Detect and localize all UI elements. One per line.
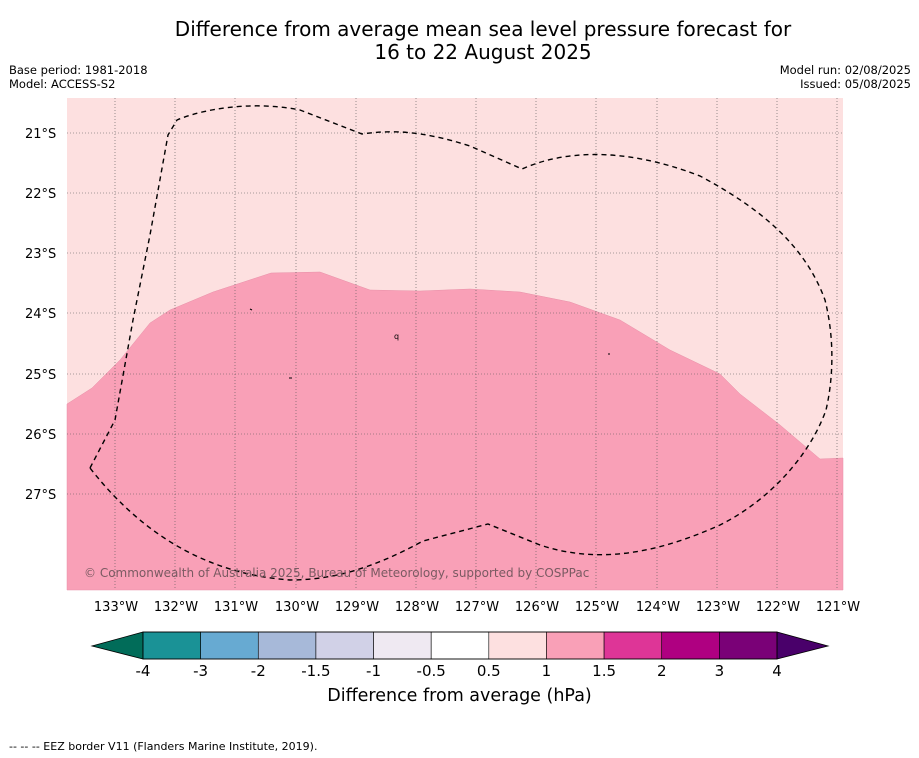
map-mark-label: q bbox=[394, 332, 399, 341]
title-line-1: Difference from average mean sea level p… bbox=[174, 17, 792, 41]
meta-left: Base period: 1981-2018 Model: ACCESS-S2 bbox=[9, 63, 148, 91]
chart-title: Difference from average mean sea level p… bbox=[0, 18, 919, 64]
lat-label: 26°S bbox=[25, 428, 56, 443]
lon-label: 128°W bbox=[395, 600, 439, 615]
colorbar-tick-label: -4 bbox=[136, 662, 151, 680]
base-period: Base period: 1981-2018 bbox=[9, 63, 148, 77]
colorbar-segment bbox=[546, 631, 605, 660]
colorbar-tick-label: -0.5 bbox=[417, 662, 446, 680]
colorbar-segment bbox=[373, 631, 432, 660]
lat-label: 22°S bbox=[25, 187, 56, 202]
colorbar-title: Difference from average (hPa) bbox=[327, 686, 592, 706]
colorbar-segment bbox=[488, 631, 547, 660]
colorbar-over-arrow bbox=[776, 631, 830, 660]
model-name: Model: ACCESS-S2 bbox=[9, 77, 116, 91]
lon-label: 130°W bbox=[275, 600, 319, 615]
colorbar-segment bbox=[257, 631, 317, 660]
colorbar-under-arrow bbox=[90, 631, 144, 660]
colorbar-frame bbox=[142, 631, 778, 660]
lat-label: 27°S bbox=[25, 488, 56, 503]
colorbar-tick-label: 3 bbox=[715, 662, 725, 680]
colorbar-segment bbox=[430, 631, 490, 660]
lon-label: 122°W bbox=[756, 600, 800, 615]
longitude-labels: 133°W 132°W 131°W 130°W 129°W 128°W 127°… bbox=[94, 600, 860, 615]
model-run: Model run: 02/08/2025 bbox=[779, 63, 911, 77]
title-line-2: 16 to 22 August 2025 bbox=[374, 40, 592, 64]
colorbar-tick-label: 1 bbox=[542, 662, 552, 680]
gridlines bbox=[67, 98, 843, 590]
colorbar-tick-label: 2 bbox=[657, 662, 667, 680]
lon-label: 127°W bbox=[455, 600, 499, 615]
pressure-anomaly-1-to-1.5-region bbox=[66, 271, 844, 591]
lon-label: 123°W bbox=[696, 600, 740, 615]
latitude-labels: 21°S 22°S 23°S 24°S 25°S 26°S 27°S bbox=[25, 127, 56, 503]
eez-footnote: -- -- -- EEZ border V11 (Flanders Marine… bbox=[9, 740, 318, 753]
lon-label: 125°W bbox=[575, 600, 619, 615]
copyright-credit: © Commonwealth of Australia 2025, Bureau… bbox=[84, 566, 589, 580]
lon-label: 133°W bbox=[94, 600, 138, 615]
colorbar-tick-label: -2 bbox=[251, 662, 266, 680]
colorbar-segment bbox=[719, 631, 778, 660]
colorbar-tick-label: 0.5 bbox=[477, 662, 501, 680]
colorbar-tick-label: -1.5 bbox=[301, 662, 330, 680]
colorbar-segment bbox=[200, 631, 259, 660]
colorbar-tick-label: 4 bbox=[772, 662, 782, 680]
colorbar-segment bbox=[315, 631, 374, 660]
eez-border bbox=[89, 105, 833, 581]
colorbar: -4 -3 -2 -1.5 -1 -0.5 0.5 1 1.5 2 3 4 bbox=[90, 631, 830, 680]
lat-label: 24°S bbox=[25, 307, 56, 322]
lon-label: 126°W bbox=[515, 600, 559, 615]
colorbar-segment bbox=[603, 631, 663, 660]
lon-label: 132°W bbox=[154, 600, 198, 615]
colorbar-tick-label: 1.5 bbox=[592, 662, 616, 680]
lat-label: 25°S bbox=[25, 368, 56, 383]
lat-label: 21°S bbox=[25, 127, 56, 142]
lon-label: 129°W bbox=[335, 600, 379, 615]
colorbar-segment bbox=[142, 631, 201, 660]
lon-label: 131°W bbox=[214, 600, 258, 615]
colorbar-tick-label: -1 bbox=[366, 662, 381, 680]
issued-date: Issued: 05/08/2025 bbox=[800, 77, 911, 91]
island-mark bbox=[249, 308, 253, 311]
lat-label: 23°S bbox=[25, 247, 56, 262]
colorbar-tick-label: -3 bbox=[193, 662, 208, 680]
lon-label: 121°W bbox=[816, 600, 860, 615]
lon-label: 124°W bbox=[636, 600, 680, 615]
meta-right: Model run: 02/08/2025 Issued: 05/08/2025 bbox=[780, 63, 911, 91]
colorbar-segment bbox=[661, 631, 720, 660]
